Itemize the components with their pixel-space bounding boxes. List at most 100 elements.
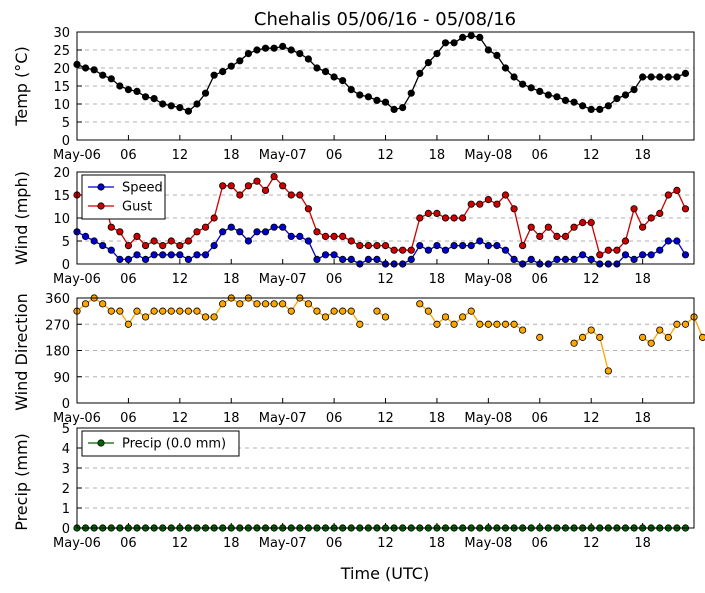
x-tick-label: May-08 <box>464 148 512 163</box>
data-point <box>681 320 690 328</box>
data-point <box>364 255 372 263</box>
data-point <box>390 246 398 254</box>
x-tick-label: 12 <box>583 536 600 551</box>
data-point <box>321 68 330 76</box>
y-axis-label: Wind (mph) <box>12 171 31 265</box>
data-point <box>536 333 544 341</box>
data-point <box>167 251 175 259</box>
y-tick-label: 5 <box>62 116 70 131</box>
data-point <box>107 307 115 315</box>
data-point <box>681 69 690 78</box>
data-point <box>364 242 372 250</box>
data-point <box>544 91 552 99</box>
data-point <box>270 223 278 231</box>
x-axis-label: Time (UTC) <box>340 564 429 583</box>
data-point <box>313 255 321 263</box>
x-tick-label: May-06 <box>53 536 101 551</box>
data-point <box>527 255 535 263</box>
data-point <box>339 77 347 85</box>
data-point <box>210 242 218 250</box>
data-point <box>579 251 587 259</box>
data-point <box>441 39 450 47</box>
data-point <box>621 251 630 259</box>
data-point <box>501 64 510 72</box>
data-point <box>493 242 501 250</box>
data-point <box>604 367 612 375</box>
data-point <box>561 96 570 105</box>
y-tick-label: 10 <box>53 98 70 113</box>
x-tick-label: 18 <box>429 272 446 287</box>
data-point <box>347 237 355 245</box>
data-point <box>219 300 227 308</box>
data-point <box>210 214 218 222</box>
series-line <box>77 175 687 256</box>
data-point <box>604 246 612 254</box>
series-line <box>76 297 361 326</box>
data-point <box>236 300 244 308</box>
panel-1: 0 5 10 15 20 25 30 May-06 06 12 18 May-07 06 12 18 May-… <box>12 26 695 163</box>
data-point <box>424 58 432 67</box>
data-point <box>330 251 338 259</box>
y-tick-label: 25 <box>53 44 70 59</box>
data-point <box>176 242 184 250</box>
data-point <box>201 89 210 97</box>
data-point <box>441 246 450 254</box>
y-tick-label: 0 <box>62 134 70 149</box>
data-point <box>270 44 278 52</box>
plot-frame <box>76 297 695 404</box>
data-point <box>184 107 193 115</box>
data-point <box>553 255 561 263</box>
plot-frame <box>76 171 695 265</box>
data-point <box>519 326 527 334</box>
x-tick-label: May-07 <box>259 272 307 287</box>
data-point <box>656 326 664 334</box>
data-point <box>664 73 672 81</box>
data-point <box>150 251 158 259</box>
data-point <box>296 232 304 240</box>
data-point <box>510 205 518 213</box>
data-point <box>407 255 415 263</box>
data-point <box>313 307 321 315</box>
data-point <box>176 104 184 112</box>
data-point <box>347 86 355 94</box>
data-point <box>647 73 655 81</box>
data-point <box>356 320 364 328</box>
data-point <box>81 64 90 72</box>
data-point <box>193 251 201 259</box>
panel-3: 0 90 180 270 360 May-06 06 12 18 May-07 06 12 18 May-… <box>12 292 705 426</box>
data-point <box>647 251 655 259</box>
x-tick-label: 06 <box>532 411 549 426</box>
data-point <box>339 232 347 240</box>
x-tick-label: 18 <box>429 536 446 551</box>
x-tick-label: May-07 <box>259 536 307 551</box>
panel-2: 0 5 10 15 20 May-06 06 12 18 May-07 06 12 18 May-08 06… <box>12 166 695 287</box>
data-point <box>441 214 450 222</box>
data-point <box>561 255 570 263</box>
data-point <box>279 223 287 231</box>
data-point <box>604 102 612 110</box>
data-point <box>424 209 432 217</box>
data-point <box>459 214 467 222</box>
data-point <box>527 84 535 92</box>
data-point <box>381 242 390 250</box>
x-tick-label: 06 <box>120 272 137 287</box>
data-point <box>287 232 295 240</box>
data-point <box>210 313 218 321</box>
y-tick-label: 360 <box>45 292 70 307</box>
data-point <box>399 246 407 254</box>
x-tick-label: May-07 <box>259 148 307 163</box>
data-point <box>159 100 167 108</box>
data-point <box>227 182 235 190</box>
x-tick-label: 12 <box>172 411 189 426</box>
data-point <box>424 246 432 254</box>
data-point <box>390 105 398 114</box>
data-point <box>167 237 175 245</box>
x-tick-label: 12 <box>172 272 189 287</box>
y-tick-label: 3 <box>62 462 70 477</box>
data-point <box>219 68 227 76</box>
x-tick-label: May-08 <box>464 536 512 551</box>
data-point <box>416 214 424 222</box>
data-point <box>621 91 630 99</box>
data-point <box>253 46 261 54</box>
